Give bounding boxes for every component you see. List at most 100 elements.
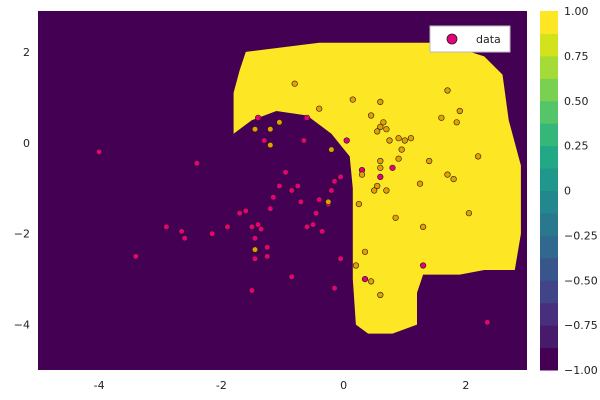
data-point: [132, 253, 139, 260]
data-point: [251, 235, 259, 242]
data-point: [420, 262, 427, 269]
data-point: [255, 221, 262, 228]
legend-label: data: [476, 33, 501, 46]
colorbar-tick-label: 1.00: [564, 5, 589, 18]
colorbar-tick-label: −0.75: [564, 319, 598, 332]
data-point: [331, 285, 338, 292]
data-point: [267, 126, 274, 133]
data-point: [325, 198, 332, 205]
data-point: [294, 182, 301, 190]
data-point: [380, 119, 387, 126]
data-point: [313, 210, 320, 217]
legend: data: [429, 25, 511, 53]
colorbar-band: [540, 78, 558, 102]
colorbar-ticks: 1.00 0.75 0.50 0.25 0 −0.25 −0.50 −0.75 −1.00: [564, 5, 598, 377]
colorbar-tick-label: −0.25: [564, 229, 598, 242]
colorbar-tick-label: −1.00: [564, 364, 598, 377]
colorbar-band: [540, 325, 558, 349]
data-point: [377, 98, 384, 105]
data-point: [328, 187, 335, 194]
data-point: [389, 164, 396, 171]
data-point: [163, 223, 170, 230]
data-point: [242, 207, 249, 214]
data-point: [361, 276, 369, 283]
data-point: [426, 157, 433, 165]
data-point: [95, 148, 103, 155]
colorbar-band: [540, 235, 558, 259]
data-point: [355, 201, 363, 208]
data-point: [371, 187, 378, 194]
data-point: [337, 255, 344, 262]
y-tick-label: −4: [14, 319, 30, 332]
data-point: [209, 230, 216, 237]
colorbar-band: [540, 302, 558, 326]
data-point: [261, 137, 268, 144]
y-tick-label: 2: [23, 46, 30, 59]
colorbar-band: [540, 33, 558, 57]
data-point: [193, 160, 200, 167]
data-point: [319, 228, 326, 235]
data-point: [343, 137, 350, 144]
data-point: [310, 221, 317, 228]
data-point: [453, 119, 460, 126]
x-tick-label: -4: [94, 379, 105, 392]
data-point: [291, 80, 298, 87]
colorbar-band: [540, 168, 558, 191]
data-point: [377, 157, 384, 165]
y-axis-ticks: −4 −2 0 2: [14, 46, 30, 332]
data-point: [276, 119, 283, 126]
data-point: [444, 171, 451, 178]
colorbar-band: [540, 145, 558, 169]
data-point: [331, 178, 338, 185]
data-point: [288, 187, 295, 194]
data-point: [236, 210, 243, 217]
data-point: [374, 128, 381, 135]
data-point: [251, 246, 259, 253]
colorbar-band: [540, 55, 558, 79]
data-point: [181, 235, 188, 242]
data-point: [368, 278, 375, 285]
data-point: [392, 214, 399, 221]
y-tick-label: 0: [23, 137, 30, 150]
data-point: [303, 114, 311, 121]
colorbar-tick-label: −0.50: [564, 274, 598, 287]
data-point: [395, 135, 402, 142]
x-tick-label: -2: [216, 379, 227, 392]
data-point: [352, 262, 360, 269]
data-point: [303, 223, 311, 230]
legend-marker: [446, 33, 458, 45]
data-point: [282, 169, 289, 176]
data-point: [316, 105, 323, 112]
data-point: [258, 226, 265, 233]
colorbar-band: [540, 100, 558, 124]
data-point: [475, 153, 482, 160]
data-point: [377, 291, 384, 299]
data-point: [383, 187, 390, 194]
data-point: [300, 137, 308, 144]
data-point: [377, 173, 384, 180]
data-point: [270, 194, 277, 201]
data-point: [377, 164, 384, 171]
data-point: [444, 87, 451, 94]
x-tick-label: 2: [462, 379, 469, 392]
x-axis-ticks: -4 -2 0 2: [94, 379, 470, 392]
data-point: [438, 114, 445, 121]
colorbar-band: [540, 257, 558, 281]
data-point: [267, 205, 274, 212]
x-tick-label: 0: [340, 379, 347, 392]
colorbar-band: [540, 280, 558, 304]
data-point: [316, 196, 323, 203]
data-point: [178, 228, 185, 235]
data-point: [264, 253, 271, 260]
data-point: [401, 137, 408, 144]
data-point: [398, 146, 405, 153]
data-point: [328, 146, 335, 153]
colorbar-band: [540, 347, 558, 371]
data-point: [358, 171, 366, 178]
data-point: [386, 137, 393, 144]
colorbar-band: [540, 11, 558, 34]
data-point: [484, 319, 491, 326]
data-point: [416, 180, 424, 187]
data-point: [297, 198, 304, 205]
